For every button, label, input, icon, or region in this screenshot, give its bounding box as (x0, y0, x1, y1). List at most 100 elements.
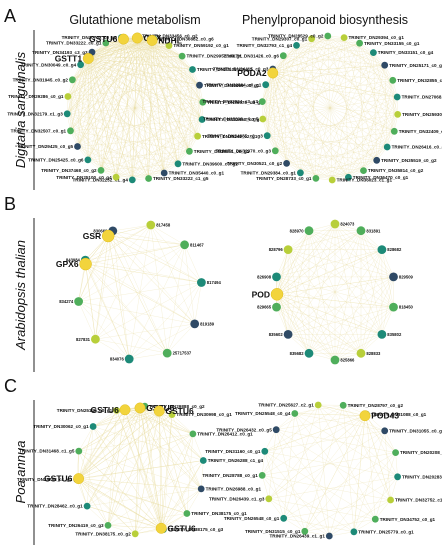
network-edge (343, 405, 396, 453)
gene-node-label: 828682 (387, 247, 402, 252)
network-edge (87, 37, 122, 160)
gene-node-label: 831891 (366, 228, 381, 233)
network-edge (151, 40, 200, 86)
network-edge (78, 451, 109, 526)
gene-node (178, 52, 186, 60)
network-edge (353, 415, 366, 532)
network-edge (137, 37, 203, 103)
gene-node-label: TRINITY_DN31088_c0_g1 (371, 412, 427, 417)
gene-node-label: 830660 (93, 229, 108, 234)
network-edge (78, 301, 168, 354)
panel-letter-b: B (4, 194, 16, 214)
gene-node-label: TRINITY_DN35519_c0_g2 (381, 158, 437, 163)
network-edge (272, 68, 393, 81)
gene-node-label: TRINITY_DN29384_c0_g1 (241, 170, 297, 175)
gene-node (77, 61, 84, 69)
network-edge (115, 85, 200, 178)
gene-node-label: 817494 (207, 280, 222, 285)
species-label-arabidopsis: Arabidopsis thalian (13, 240, 28, 351)
gene-node (272, 272, 281, 282)
network-edge (105, 42, 203, 120)
network-edge (276, 414, 367, 430)
network-arabidopsis-phenylpropanoid: 824073 831891 828682 829509 818450 835802 8288… (252, 219, 414, 365)
network-edge (268, 476, 398, 499)
gene-node-label: TRINITY_DN28733_c0_g1 (256, 176, 312, 181)
network-edge (294, 405, 344, 414)
gene-node (197, 485, 205, 493)
network-edge (262, 475, 391, 501)
network-edge (78, 301, 130, 360)
network-edge (151, 40, 190, 152)
network-edge (161, 460, 204, 529)
gene-node (74, 143, 81, 150)
network-edge (334, 249, 383, 361)
gene-node-label: TRINITY_DN36470_c0_g1 (353, 175, 409, 180)
network-edge (163, 513, 187, 530)
network-edge (315, 146, 388, 179)
gene-node-label: 819189 (200, 322, 215, 327)
gene-node-label: TRINITY_DN31426_c0_g6 (223, 53, 279, 58)
network-edge (287, 249, 362, 354)
column-title-glutathione: Glutathione metabolism (69, 13, 200, 27)
gene-node (258, 98, 266, 105)
network-edge (77, 40, 153, 147)
network-edge (283, 55, 385, 66)
gene-node-label: TRINITY_DN29394_c0_g1 (349, 35, 405, 40)
gene-node (263, 132, 271, 140)
network-edge (151, 40, 198, 137)
hub-gene-label: GSTT1 (55, 54, 83, 64)
network-edge (70, 40, 153, 131)
network-edge (364, 415, 396, 453)
gene-node-label: 829665 (257, 305, 272, 310)
column-title-phenylpropanoid: Phenylpropanoid biosynthesis (242, 13, 408, 27)
network-edge (381, 249, 394, 277)
network-edge (266, 72, 274, 136)
network-edge (78, 224, 151, 302)
network-edge (88, 58, 193, 70)
gene-node (394, 111, 402, 118)
network-edge (272, 72, 395, 132)
network-edge (72, 37, 138, 80)
gene-node-label: 835602 (269, 332, 284, 337)
network-edge (137, 37, 149, 179)
network-edge (67, 40, 153, 97)
network-edge (294, 413, 376, 520)
network-edge (70, 52, 93, 131)
gene-node-label: TRINITY_DN31515_c0_g1 (245, 529, 301, 534)
gene-node-label: TRINITY_DN28529_c0_g2 (268, 34, 324, 39)
network-edge (267, 135, 333, 181)
network-edge (85, 244, 185, 261)
network-edge (267, 38, 312, 136)
network-edge (139, 407, 164, 530)
gene-node (97, 167, 105, 174)
gene-node-label: TRINITY_DN29307_c0_g1 (252, 36, 308, 41)
network-edge (150, 224, 185, 245)
network-edge (105, 42, 190, 152)
network-edge (78, 230, 113, 302)
network-edge (151, 40, 203, 103)
network-edge (343, 37, 398, 98)
network-edge (77, 146, 149, 179)
network-edge (192, 433, 204, 461)
network-edge (264, 451, 398, 477)
network-edge (93, 414, 173, 427)
network-edge (276, 429, 396, 453)
network-edge (78, 406, 145, 479)
gene-node-label: TRINITY_DN34193_c3_g3 (32, 50, 88, 55)
network-edge (93, 410, 117, 427)
network-edge (129, 282, 202, 360)
gene-node-label: TRINITY_DN33034_c3_g3 (202, 99, 258, 104)
network-edge (78, 301, 96, 340)
network-edge (72, 38, 124, 80)
network-edge (78, 235, 109, 302)
network-edge (264, 429, 277, 452)
network-edge (95, 339, 168, 354)
gene-node-label: TRINITY_DN25788_c1_g2 (17, 477, 73, 482)
network-edge (164, 136, 198, 174)
network-edge (262, 38, 312, 102)
species-label-digitaria: Digitaria sanguinalis (13, 51, 28, 168)
network-edge (264, 430, 385, 452)
network-edge (115, 37, 122, 178)
network-edge (376, 114, 398, 161)
gene-node (356, 226, 366, 236)
